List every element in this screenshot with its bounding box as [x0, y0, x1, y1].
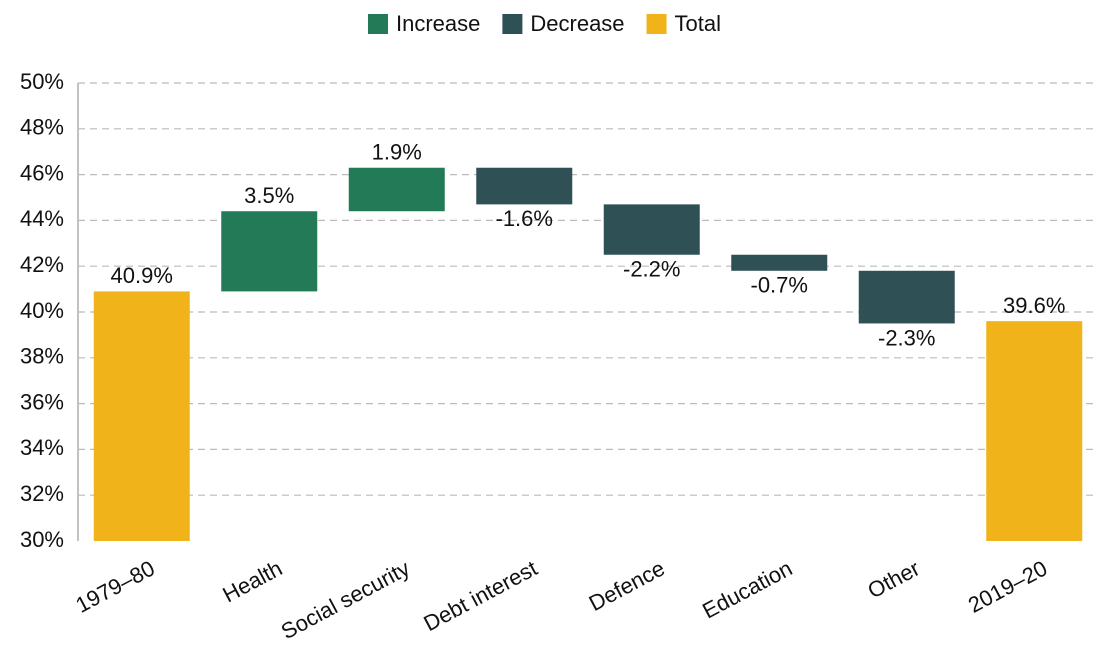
x-tick-label: 2019–20 [964, 555, 1051, 617]
value-label: -2.3% [878, 325, 935, 350]
x-tick-label: Social security [277, 555, 414, 644]
y-tick-label: 44% [20, 206, 64, 231]
x-tick-label: Defence [585, 555, 669, 616]
value-label: 40.9% [111, 263, 173, 288]
bar [348, 167, 445, 212]
y-tick-label: 36% [20, 389, 64, 414]
y-tick-label: 48% [20, 115, 64, 140]
bar [93, 291, 190, 541]
x-tick-label: Debt interest [419, 555, 541, 636]
value-label: -0.7% [751, 273, 808, 298]
y-tick-label: 30% [20, 527, 64, 552]
value-label: 39.6% [1003, 293, 1065, 318]
legend-swatch [368, 14, 388, 34]
y-tick-label: 40% [20, 298, 64, 323]
value-label: -1.6% [496, 206, 553, 231]
bar [603, 204, 700, 255]
value-label: 3.5% [244, 183, 294, 208]
value-label: -2.2% [623, 257, 680, 282]
x-tick-label: Other [863, 555, 923, 603]
legend-swatch [646, 14, 667, 34]
x-tick-label: 1979–80 [71, 555, 158, 617]
y-tick-label: 34% [20, 435, 64, 460]
legend-label: Increase [396, 11, 480, 36]
legend-label: Total [675, 11, 721, 36]
legend-label: Decrease [530, 11, 624, 36]
x-tick-label: Education [698, 555, 796, 623]
y-tick-label: 32% [20, 481, 64, 506]
bar [476, 167, 573, 205]
bar [731, 254, 828, 271]
y-tick-label: 50% [20, 69, 64, 94]
bar [986, 321, 1083, 541]
y-tick-label: 46% [20, 160, 64, 185]
y-tick-label: 38% [20, 344, 64, 369]
value-label: 1.9% [372, 140, 422, 165]
x-tick-label: Health [218, 555, 286, 607]
bar [858, 270, 955, 324]
bar [221, 211, 318, 292]
legend-swatch [502, 14, 523, 34]
y-tick-label: 42% [20, 252, 64, 277]
